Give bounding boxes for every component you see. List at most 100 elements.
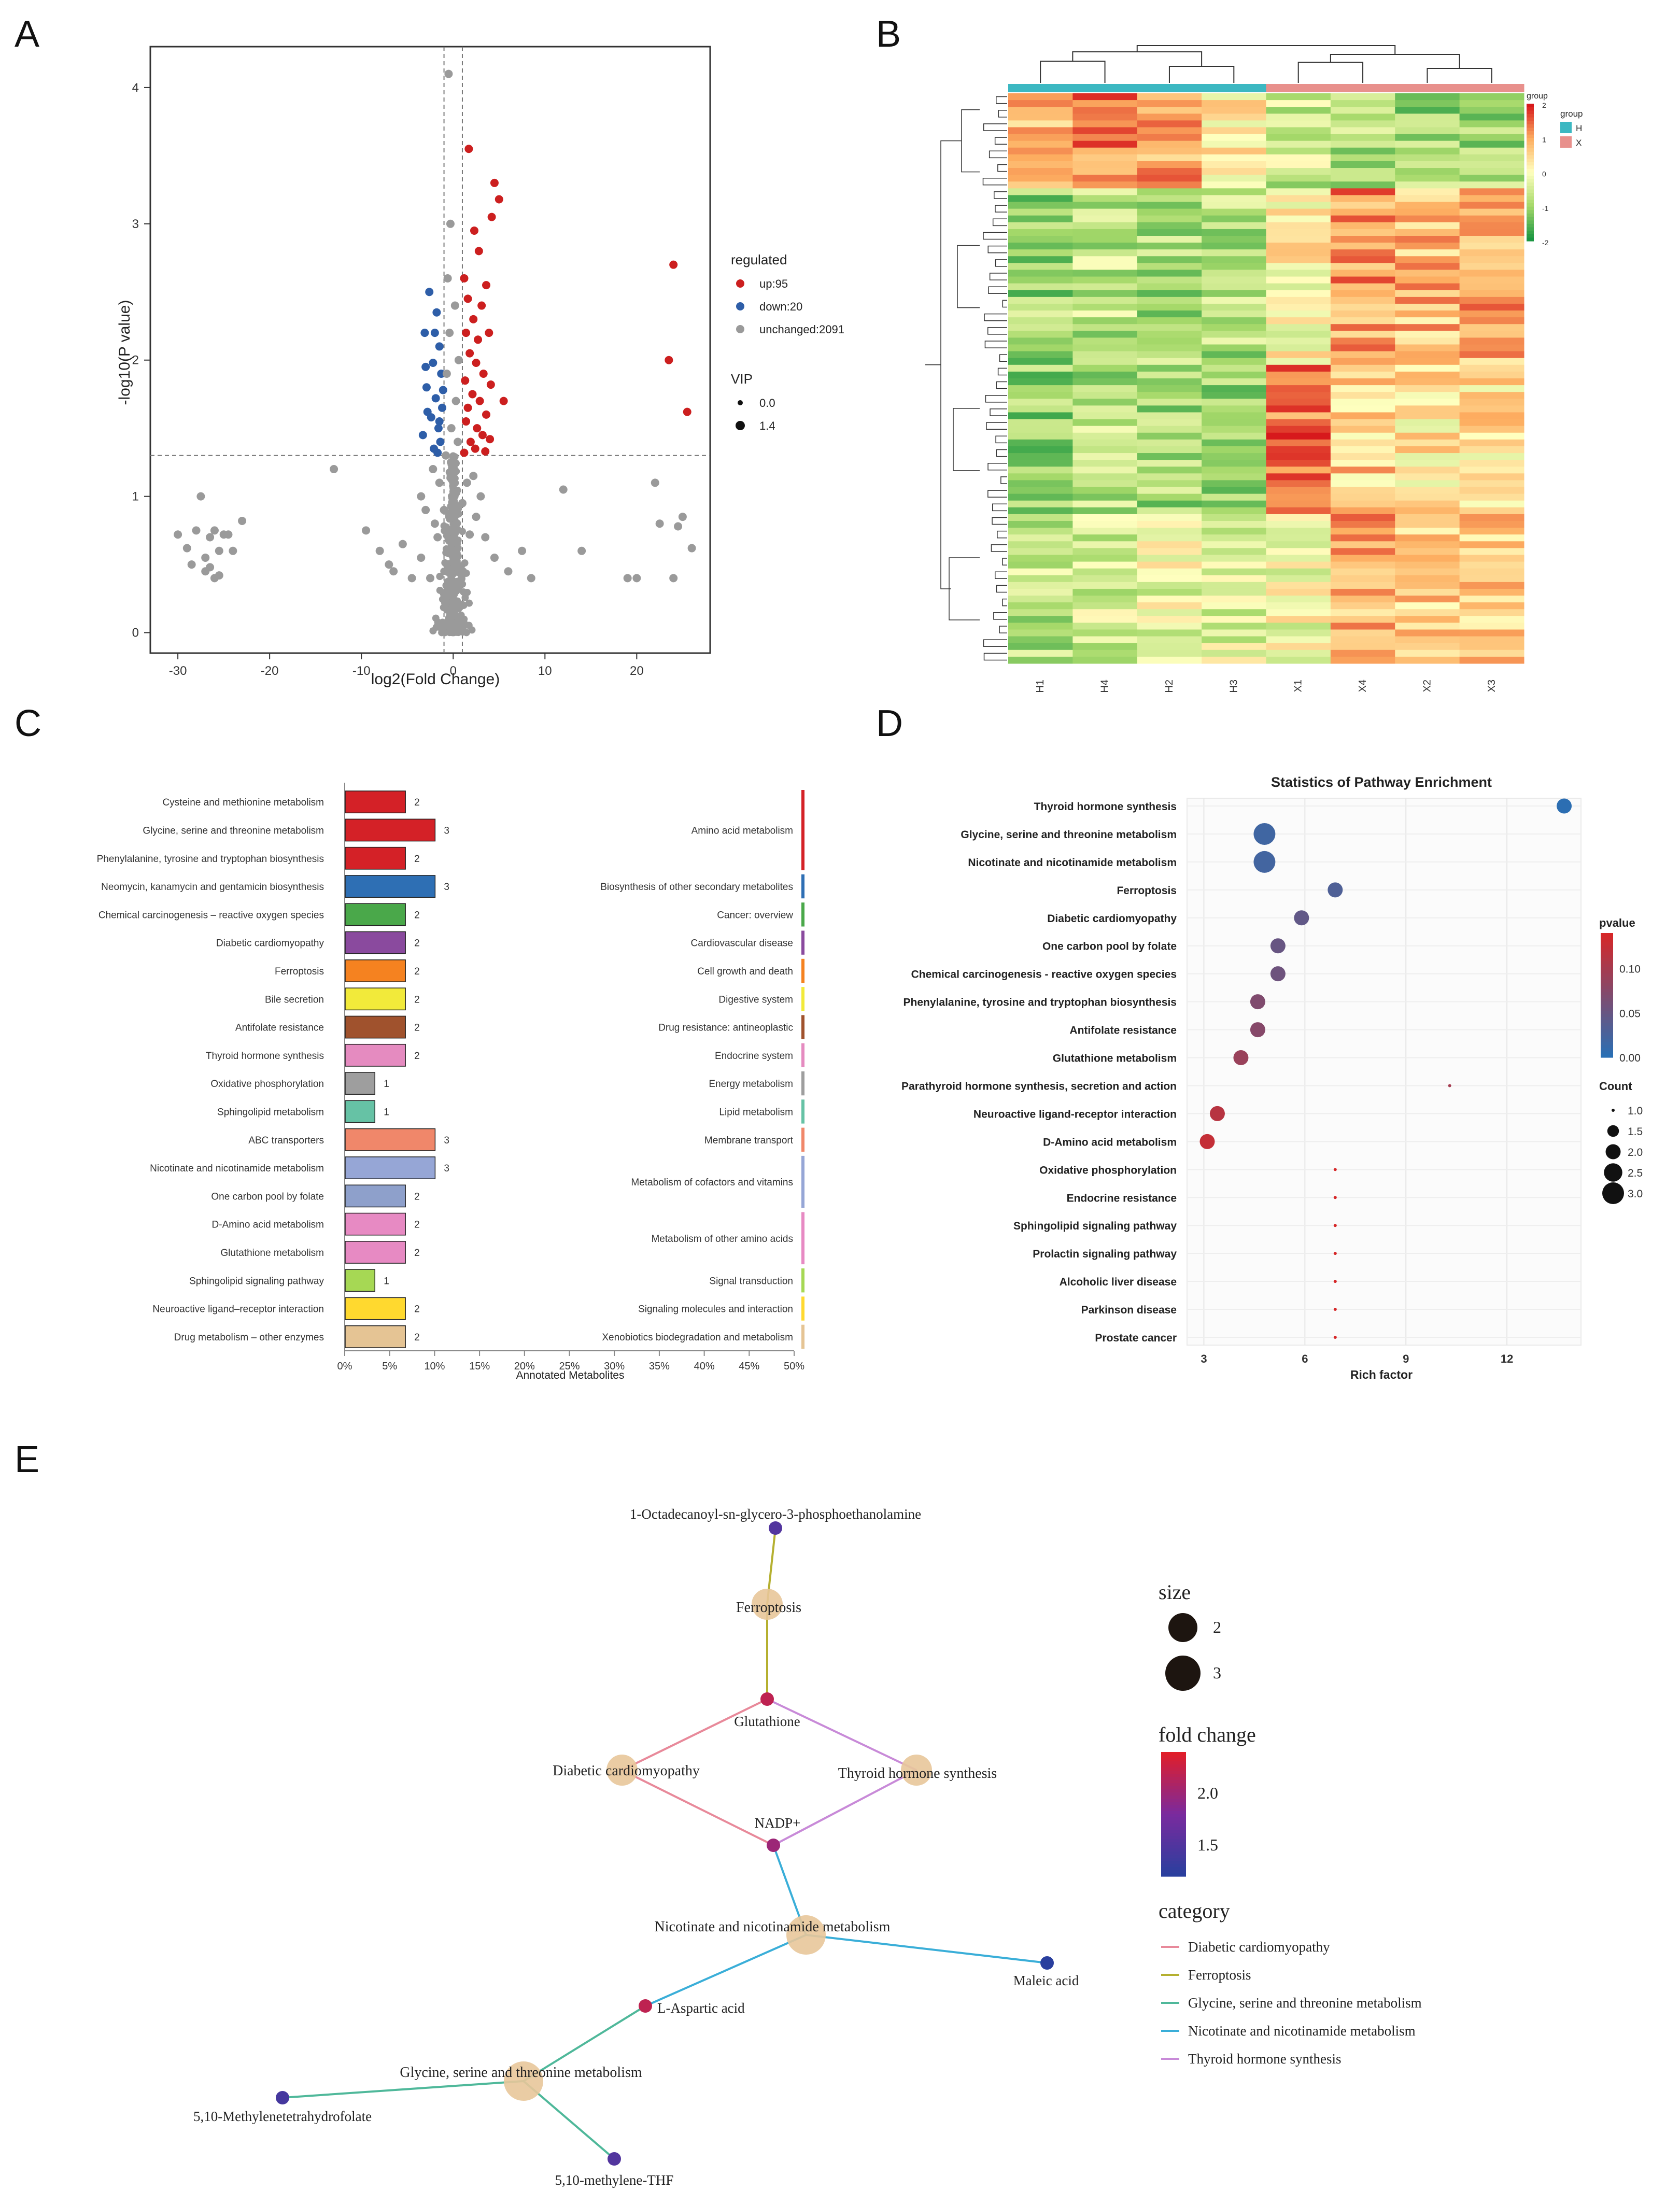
bar-label: Antifolate resistance: [235, 1023, 324, 1034]
heatmap-cell: [1395, 419, 1460, 427]
heatmap-cell: [1459, 588, 1524, 596]
volcano-point-unchanged-2091: [465, 530, 474, 539]
heatmap-cell: [1202, 460, 1266, 467]
heatmap-cell: [1459, 609, 1524, 616]
heatmap-cell: [1072, 270, 1138, 277]
bar-count-label: 2: [414, 910, 420, 921]
heatmap-cell: [1330, 378, 1395, 386]
heatmap-cell: [1330, 432, 1395, 440]
heatmap-cell: [1202, 555, 1266, 562]
heatmap-cell: [1072, 114, 1138, 121]
heatmap-cell: [1459, 120, 1524, 128]
bar-abc-transporters: [345, 1128, 436, 1151]
heatmap-cell: [1266, 303, 1331, 311]
heatmap-colorbar-segment: [1527, 186, 1534, 190]
pathway-class-bar: [801, 1043, 804, 1067]
heatmap-cell: [1008, 575, 1073, 583]
network-fold-change-legend-title: fold change: [1159, 1723, 1256, 1746]
volcano-point-up-95: [499, 397, 508, 405]
heatmap-colorbar-segment: [1527, 148, 1534, 152]
heatmap-cell: [1137, 107, 1202, 114]
heatmap-colorbar-segment: [1527, 210, 1534, 214]
heatmap-cell: [1202, 588, 1266, 596]
heatmap-cell: [1395, 541, 1460, 548]
heatmap-colorbar-segment: [1527, 124, 1534, 128]
heatmap-cell: [1202, 521, 1266, 528]
heatmap-column-label: X1: [1293, 680, 1304, 692]
heatmap-cell: [1266, 561, 1331, 569]
heatmap-cell: [1137, 487, 1202, 494]
enrichment-point-neuroactive-ligand-receptor-interaction: [1209, 1106, 1225, 1121]
volcano-point-unchanged-2091: [215, 546, 223, 555]
heatmap-cell: [1395, 181, 1460, 189]
heatmap-cell: [1395, 188, 1460, 195]
network-pathway-node-nicotinate-and-nicotinamide-metabolism: [786, 1915, 826, 1955]
heatmap-cell: [1202, 229, 1266, 236]
volcano-point-unchanged-2091: [385, 560, 393, 569]
pathway-class-bar: [801, 1155, 804, 1208]
heatmap-cell: [1008, 202, 1073, 209]
heatmap-cell: [1072, 236, 1138, 243]
volcano-point-down-20: [420, 329, 429, 337]
heatmap-cell: [1330, 290, 1395, 298]
heatmap-cell: [1266, 636, 1331, 644]
bar-chart-x-tick-label: 15%: [469, 1361, 490, 1372]
heatmap-cell: [1008, 181, 1073, 189]
volcano-x-axis-label: log2(Fold Change): [371, 671, 500, 688]
heatmap-cell: [1008, 629, 1073, 637]
heatmap-cell: [1266, 296, 1331, 304]
bar-count-label: 2: [414, 1023, 420, 1034]
heatmap-cell: [1137, 514, 1202, 521]
heatmap-row-dendrogram: [925, 96, 1007, 661]
pathway-class-label: Drug resistance: antineoplastic: [658, 1023, 793, 1034]
heatmap-cell: [1137, 331, 1202, 338]
heatmap-cell: [1008, 480, 1073, 488]
heatmap-cell: [1459, 276, 1524, 284]
heatmap-cell: [1330, 643, 1395, 651]
heatmap-cell: [1266, 568, 1331, 576]
heatmap-cell: [1330, 561, 1395, 569]
heatmap-cell: [1137, 263, 1202, 270]
volcano-cloud-point: [449, 481, 457, 489]
network-fold-change-colorbar-segment: [1161, 1761, 1186, 1765]
heatmap-cell: [1202, 276, 1266, 284]
bar-count-label: 2: [414, 994, 420, 1005]
enrichment-title: Statistics of Pathway Enrichment: [1271, 774, 1492, 790]
volcano-point-up-95: [669, 260, 678, 269]
heatmap-cell: [1330, 310, 1395, 318]
heatmap-cell: [1395, 656, 1460, 664]
heatmap-cell: [1202, 656, 1266, 664]
heatmap-cell: [1137, 337, 1202, 345]
heatmap-column-label: H2: [1164, 680, 1175, 693]
volcano-x-tick-label: -30: [169, 664, 187, 678]
network-fold-change-tick-label: 2.0: [1197, 1784, 1218, 1802]
heatmap-cell: [1266, 521, 1331, 528]
network-size-legend-swatch: [1165, 1656, 1201, 1691]
heatmap-cell: [1330, 405, 1395, 413]
bar-count-label: 2: [414, 1191, 420, 1202]
heatmap-cell: [1266, 412, 1331, 420]
heatmap-colorbar-segment: [1527, 231, 1534, 235]
volcano-cloud-point: [448, 604, 456, 612]
volcano-point-up-95: [462, 417, 471, 426]
pvalue-colorbar-segment: [1601, 1054, 1613, 1058]
volcano-point-unchanged-2091: [435, 478, 444, 487]
heatmap-cell: [1266, 202, 1331, 209]
volcano-point-up-95: [466, 437, 475, 446]
count-legend-label: 2.5: [1628, 1167, 1643, 1179]
volcano-y-tick-label: 0: [132, 626, 139, 640]
heatmap-cell: [1395, 548, 1460, 555]
volcano-point-unchanged-2091: [623, 574, 632, 583]
heatmap-cell: [1008, 208, 1073, 216]
volcano-x-tick-label: -10: [352, 664, 371, 678]
heatmap-cell: [1072, 344, 1138, 352]
volcano-cloud-point: [445, 512, 453, 519]
network-fold-change-colorbar-segment: [1161, 1752, 1186, 1756]
volcano-point-unchanged-2091: [504, 567, 513, 576]
heatmap-cell: [1072, 229, 1138, 236]
volcano-point-unchanged-2091: [407, 574, 416, 583]
heatmap-cell: [1459, 181, 1524, 189]
network-fold-change-colorbar-segment: [1161, 1858, 1186, 1861]
heatmap-cell: [1202, 120, 1266, 128]
heatmap-cell: [1330, 243, 1395, 250]
